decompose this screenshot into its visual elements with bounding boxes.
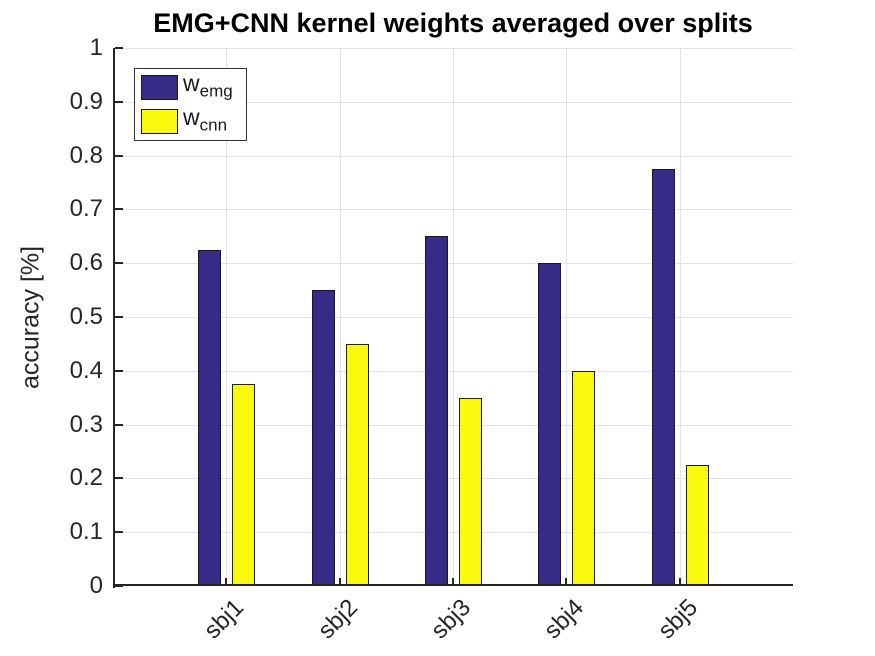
v-gridline — [680, 48, 681, 586]
legend-swatch-0 — [141, 74, 178, 100]
bar-w_cnn-sbj4 — [572, 371, 595, 586]
y-tick-label: 1 — [89, 34, 103, 61]
y-tick — [115, 585, 123, 587]
y-tick — [115, 208, 123, 210]
legend-swatch-1 — [141, 109, 178, 135]
y-tick-label: 0.4 — [69, 357, 103, 384]
bar-w_emg-sbj4 — [538, 263, 561, 586]
x-tick-label: sbj4 — [538, 594, 590, 645]
y-tick — [115, 101, 123, 103]
legend-label-cnn: wcnn — [183, 104, 228, 136]
x-tick — [225, 578, 227, 586]
x-tick-label: sbj1 — [198, 594, 250, 645]
legend-entry-emg: wemg — [141, 69, 246, 104]
plot-area — [113, 48, 793, 586]
bar-w_emg-sbj1 — [198, 250, 221, 586]
v-gridline — [566, 48, 567, 586]
legend-entry-cnn: wcnn — [141, 105, 246, 138]
y-axis-line — [113, 48, 115, 588]
y-tick-label: 0.1 — [69, 518, 103, 545]
legend: wemg wcnn — [134, 68, 247, 141]
legend-label-emg: wemg — [183, 69, 233, 101]
x-tick-label: sbj2 — [312, 594, 364, 645]
v-gridline — [453, 48, 454, 586]
x-tick — [565, 578, 567, 586]
y-tick-label: 0.2 — [69, 464, 103, 491]
y-tick-label: 0.9 — [69, 88, 103, 115]
bar-w_cnn-sbj5 — [686, 465, 709, 586]
y-tick — [115, 370, 123, 372]
x-tick — [339, 578, 341, 586]
y-tick — [115, 262, 123, 264]
x-tick — [679, 578, 681, 586]
y-tick-label: 0.6 — [69, 249, 103, 276]
chart-title: EMG+CNN kernel weights averaged over spl… — [153, 8, 753, 38]
v-gridline — [340, 48, 341, 586]
bar-w_cnn-sbj2 — [346, 344, 369, 586]
y-tick — [115, 477, 123, 479]
bar-w_cnn-sbj1 — [232, 384, 255, 586]
y-tick-label: 0.3 — [69, 411, 103, 438]
bar-w_emg-sbj2 — [312, 290, 335, 586]
y-tick-label: 0 — [89, 572, 103, 599]
bar-w_emg-sbj3 — [425, 236, 448, 586]
y-tick — [115, 47, 123, 49]
bar-w_cnn-sbj3 — [459, 398, 482, 586]
y-tick-label: 0.5 — [69, 303, 103, 330]
v-gridline — [226, 48, 227, 586]
x-tick-label: sbj3 — [425, 594, 477, 645]
y-tick-label: 0.7 — [69, 195, 103, 222]
x-tick-label: sbj5 — [652, 594, 704, 645]
y-tick — [115, 155, 123, 157]
bar-w_emg-sbj5 — [652, 169, 675, 586]
y-tick-label: 0.8 — [69, 142, 103, 169]
y-tick — [115, 316, 123, 318]
y-tick — [115, 424, 123, 426]
x-tick — [452, 578, 454, 586]
y-tick — [115, 531, 123, 533]
